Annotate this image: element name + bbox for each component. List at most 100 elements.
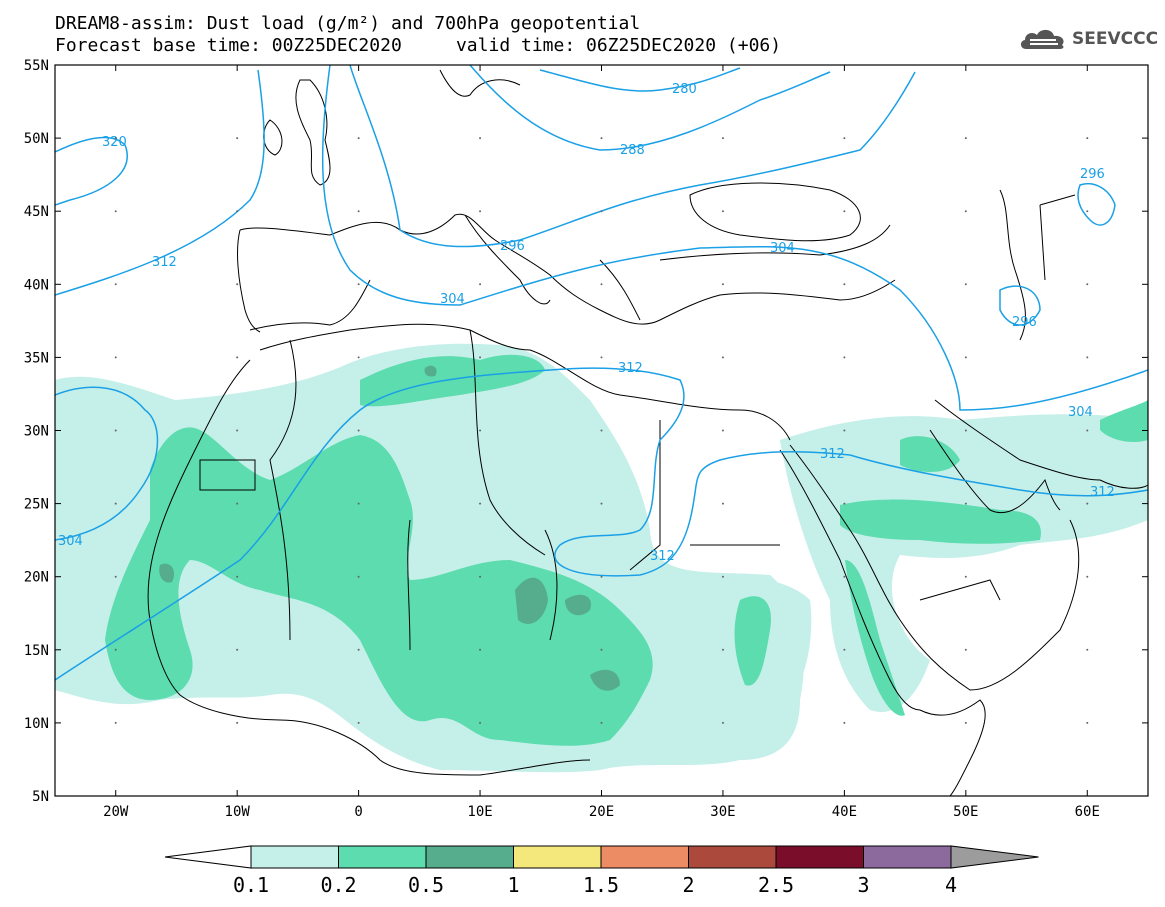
lat-label: 30N	[24, 424, 49, 440]
dust-load-shading	[55, 343, 1148, 773]
forecast-time-line: Forecast base time: 00Z25DEC2020 valid t…	[55, 35, 782, 56]
grid-dot	[236, 575, 239, 578]
colorbar-swatch	[513, 845, 602, 869]
grid-dot	[236, 502, 239, 505]
contour-label-group: 280 288 296 296 304 304 304 312 312 312 …	[58, 82, 1115, 564]
lat-label: 20N	[24, 570, 49, 586]
grid-dot	[600, 356, 603, 359]
grid-dots	[114, 137, 1089, 724]
grid-dot	[843, 575, 846, 578]
grid-dot	[600, 210, 603, 213]
lon-label: 60E	[1075, 804, 1100, 820]
lon-label: 50E	[953, 804, 978, 820]
grid-dot	[1086, 429, 1089, 432]
colorbar-swatch	[250, 845, 339, 869]
colorbar-swatch	[775, 845, 864, 869]
grid-dot	[1086, 210, 1089, 213]
grid-dot	[1086, 648, 1089, 651]
colorbar-swatch	[425, 845, 514, 869]
grid-dot	[721, 502, 724, 505]
contour-label: 312	[152, 255, 177, 270]
contour-label: 304	[440, 292, 465, 307]
grid-dot	[964, 356, 967, 359]
grid-dot	[357, 210, 360, 213]
contour-304-north	[321, 65, 1148, 411]
lat-label: 10N	[24, 716, 49, 732]
grid-dot	[479, 721, 482, 724]
contour-288	[469, 65, 831, 151]
contour-label: 304	[58, 534, 83, 549]
grid-dot	[114, 283, 117, 286]
lon-label: 0	[354, 804, 362, 820]
grid-dot	[357, 283, 360, 286]
grid-dot	[964, 210, 967, 213]
contour-296-east	[1077, 183, 1116, 226]
contour-312-south	[55, 367, 1148, 681]
grid-dot	[843, 210, 846, 213]
grid-dot	[479, 137, 482, 140]
grid-dot	[600, 648, 603, 651]
contour-label: 296	[500, 239, 525, 254]
lon-label: 10W	[225, 804, 251, 820]
lat-label: 35N	[24, 350, 49, 366]
contour-label: 304	[1068, 405, 1093, 420]
grid-dot	[357, 137, 360, 140]
colorbar-label: 2	[682, 873, 694, 897]
grid-dot	[479, 283, 482, 286]
contour-label: 304	[770, 241, 795, 256]
grid-dot	[114, 502, 117, 505]
logo-text: SEEVCCC	[1072, 29, 1159, 49]
grid-dot	[964, 721, 967, 724]
contour-label: 296	[1080, 167, 1105, 182]
contour-label: 312	[650, 549, 675, 564]
colorbar-label: 0.5	[408, 873, 444, 897]
grid-dot	[114, 356, 117, 359]
grid-dot	[357, 356, 360, 359]
lat-label: 15N	[24, 643, 49, 659]
grid-dot	[357, 429, 360, 432]
grid-dot	[843, 356, 846, 359]
grid-dot	[721, 575, 724, 578]
contour-label: 296	[1012, 315, 1037, 330]
grid-dot	[964, 502, 967, 505]
grid-dot	[236, 721, 239, 724]
grid-dot	[479, 502, 482, 505]
contour-label: 280	[672, 82, 697, 97]
grid-dot	[843, 137, 846, 140]
grid-dot	[600, 721, 603, 724]
grid-dot	[1086, 283, 1089, 286]
grid-dot	[114, 648, 117, 651]
colorbar-label: 2.5	[758, 873, 794, 897]
grid-dot	[479, 648, 482, 651]
grid-dot	[964, 429, 967, 432]
lon-label: 40E	[832, 804, 857, 820]
grid-dot	[114, 721, 117, 724]
colorbar-label: 3	[857, 873, 869, 897]
grid-dot	[236, 210, 239, 213]
colorbar-label: 0.2	[320, 873, 356, 897]
grid-dot	[357, 648, 360, 651]
grid-dot	[114, 210, 117, 213]
grid-dot	[964, 283, 967, 286]
grid-dot	[721, 137, 724, 140]
grid-dot	[236, 283, 239, 286]
coastlines	[147, 69, 1148, 796]
grid-dot	[964, 137, 967, 140]
lon-label: 20W	[103, 804, 129, 820]
lat-label: 50N	[24, 131, 49, 147]
grid-dot	[843, 648, 846, 651]
grid-dot	[721, 210, 724, 213]
grid-dot	[721, 283, 724, 286]
lat-label: 5N	[32, 789, 49, 805]
axis-ticks	[55, 64, 1148, 797]
grid-dot	[721, 356, 724, 359]
grid-dot	[600, 575, 603, 578]
grid-dot	[1086, 575, 1089, 578]
lon-label: 30E	[710, 804, 735, 820]
contour-304-south	[55, 386, 159, 541]
colorbar-label: 1	[507, 873, 519, 897]
grid-dot	[236, 137, 239, 140]
contour-280	[539, 67, 741, 92]
geopotential-contours	[55, 65, 1148, 681]
